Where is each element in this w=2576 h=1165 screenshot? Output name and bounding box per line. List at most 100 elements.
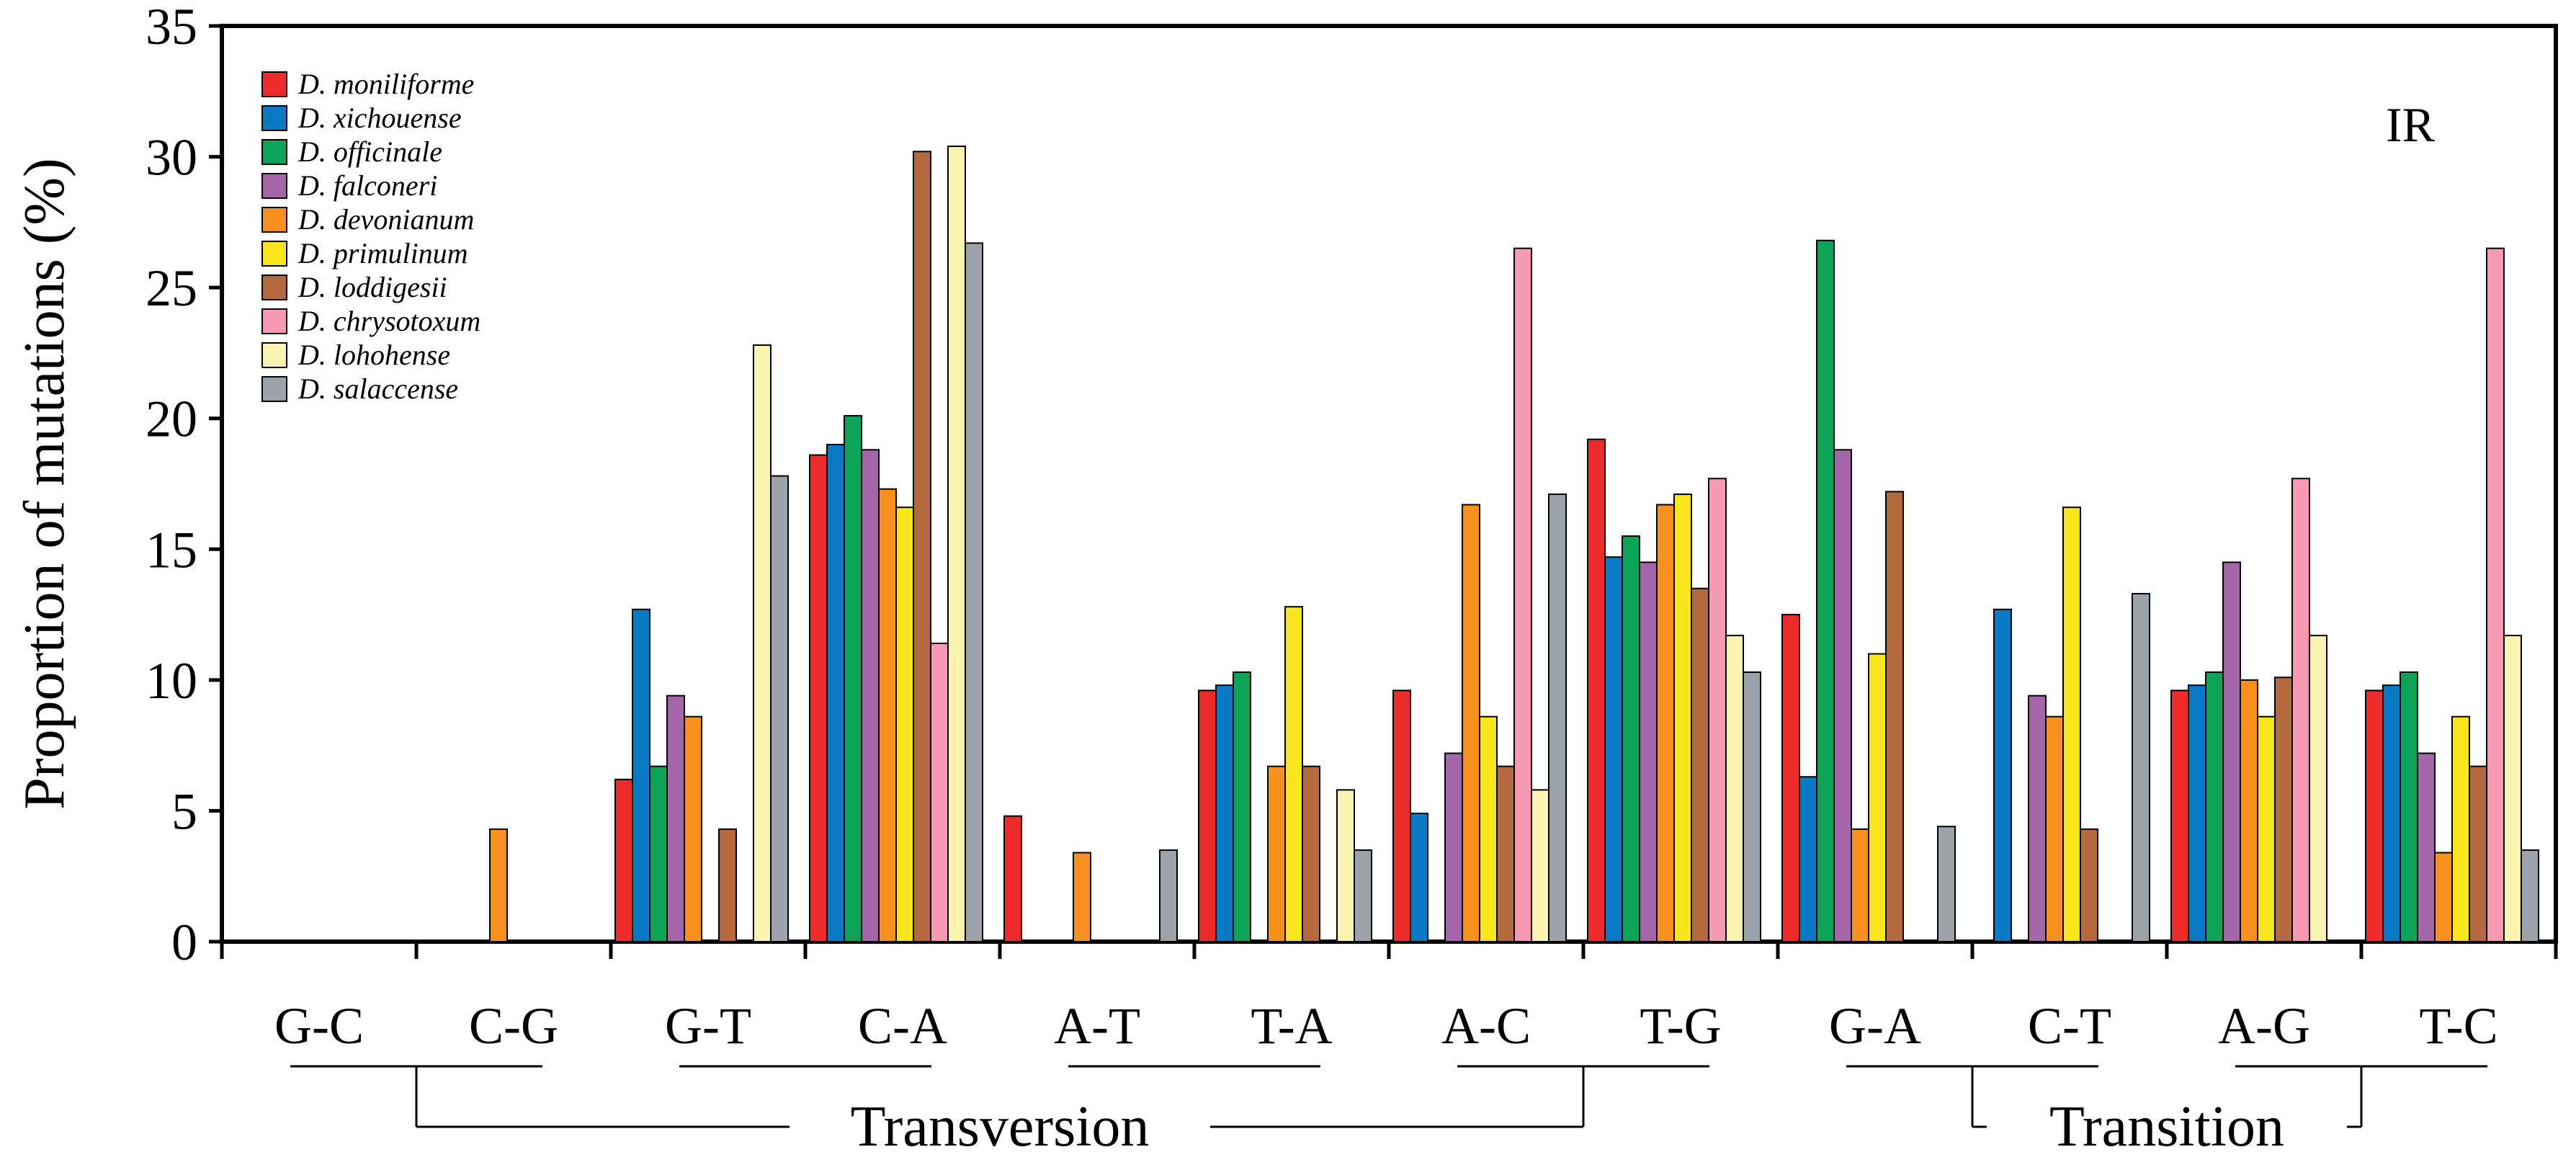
y-tick-label: 0	[171, 914, 197, 971]
y-tick-label: 30	[146, 129, 197, 187]
x-category-label: G-T	[665, 997, 751, 1055]
bar-a-c-d-loddigesii	[1496, 765, 1515, 943]
legend-label: D. primulinum	[298, 237, 468, 269]
legend-label: D. lohohense	[298, 339, 450, 371]
legend-swatch	[261, 71, 287, 97]
bar-g-a-d-primulinum	[1868, 653, 1887, 942]
bar-g-t-d-officinale	[649, 765, 668, 943]
bar-t-a-d-loddigesii	[1302, 765, 1320, 943]
legend-label: D. loddigesii	[298, 271, 447, 303]
series-d-loddigesii	[718, 151, 2487, 943]
y-tick-label: 35	[146, 0, 197, 55]
x-category-label: T-C	[2419, 997, 2497, 1055]
legend-label: D. chrysotoxum	[298, 305, 480, 337]
bar-c-a-d-xichouense	[826, 444, 845, 942]
y-tick-label: 15	[146, 521, 197, 579]
x-category-label: A-C	[1441, 997, 1531, 1055]
bar-g-t-d-devonianum	[684, 715, 702, 942]
legend-swatch	[261, 376, 287, 402]
bar-a-c-d-salaccense	[1548, 494, 1567, 942]
bar-t-g-d-xichouense	[1604, 556, 1623, 942]
bar-c-a-d-loddigesii	[913, 151, 931, 942]
panel-label: IR	[2386, 97, 2436, 152]
bar-g-a-d-devonianum	[1851, 828, 1869, 942]
x-category-label: G-A	[1829, 997, 1921, 1055]
legend-item-d-salaccense: D. salaccense	[261, 372, 458, 405]
group-bracket-transversion: Transversion	[415, 1066, 1585, 1159]
bar-t-c-d-falconeri	[2417, 752, 2436, 942]
bar-t-a-d-lohohense	[1336, 789, 1355, 943]
series-d-falconeri	[666, 449, 2436, 942]
bar-c-t-d-xichouense	[1993, 608, 2012, 943]
bar-t-g-d-loddigesii	[1691, 587, 1709, 942]
x-category-label: T-A	[1251, 997, 1332, 1055]
legend-label: D. salaccense	[298, 372, 458, 405]
bar-c-t-d-devonianum	[2045, 715, 2064, 942]
x-category-label: A-T	[1054, 997, 1140, 1055]
legend-swatch	[261, 342, 287, 368]
bar-a-t-d-salaccense	[1159, 849, 1178, 943]
bar-a-c-d-lohohense	[1531, 789, 1549, 943]
x-category-label: T-G	[1640, 997, 1721, 1055]
bar-c-t-d-primulinum	[2062, 506, 2081, 942]
bar-c-a-d-chrysotoxum	[930, 643, 949, 942]
bar-t-g-d-falconeri	[1639, 561, 1658, 942]
legend-label: D. falconeri	[298, 169, 437, 202]
bar-t-c-d-xichouense	[2382, 684, 2401, 942]
bar-t-c-d-devonianum	[2434, 852, 2453, 942]
bar-g-a-d-salaccense	[1937, 826, 1956, 943]
bar-a-g-d-falconeri	[2222, 561, 2241, 942]
bar-t-a-d-officinale	[1233, 671, 1251, 942]
y-tick-label: 5	[171, 782, 197, 840]
bar-a-c-d-moniliforme	[1392, 689, 1411, 943]
group-bracket-transition: Transition	[1971, 1066, 2363, 1159]
series-d-devonianum	[489, 488, 2453, 943]
bar-c-a-d-officinale	[844, 415, 862, 942]
legend-item-d-primulinum: D. primulinum	[261, 237, 468, 269]
bar-a-g-d-devonianum	[2240, 679, 2258, 942]
legend-item-d-officinale: D. officinale	[261, 135, 442, 168]
bar-c-g-d-devonianum	[489, 828, 508, 942]
legend-label: D. devonianum	[298, 203, 474, 236]
bar-c-a-d-lohohense	[947, 146, 966, 943]
y-axis-title: Proportion of mutations (%)	[13, 158, 76, 809]
bar-t-c-d-salaccense	[2521, 849, 2539, 943]
bar-a-g-d-lohohense	[2309, 635, 2327, 942]
bar-g-t-d-xichouense	[632, 608, 650, 943]
legend-item-d-falconeri: D. falconeri	[261, 169, 437, 202]
bar-t-g-d-moniliforme	[1587, 438, 1606, 942]
group-label: Transition	[2049, 1095, 2284, 1159]
bar-t-c-d-officinale	[2400, 671, 2418, 942]
bar-t-g-d-salaccense	[1743, 671, 1761, 942]
bar-a-g-d-xichouense	[2188, 684, 2206, 942]
x-category-label: C-G	[469, 997, 558, 1055]
legend-label: D. officinale	[298, 135, 442, 168]
legend-swatch	[261, 207, 287, 233]
legend-item-d-loddigesii: D. loddigesii	[261, 271, 447, 303]
chart-bars	[489, 146, 2539, 943]
bar-a-g-d-officinale	[2205, 671, 2224, 942]
x-axis-labels: G-C C-G G-T C-A A-T T-A A-C T-G G-A C-T A-G T-C Tran…	[274, 997, 2498, 1159]
bar-a-g-d-loddigesii	[2274, 677, 2293, 942]
legend-swatch	[261, 308, 287, 334]
bar-g-t-d-falconeri	[666, 695, 685, 942]
bar-g-a-d-loddigesii	[1885, 491, 1904, 942]
bar-t-g-d-primulinum	[1673, 494, 1692, 942]
bar-t-a-d-salaccense	[1354, 849, 1372, 943]
series-d-salaccense	[770, 242, 2539, 943]
bar-a-c-d-devonianum	[1462, 504, 1480, 942]
bar-t-c-d-loddigesii	[2469, 765, 2487, 943]
legend-item-d-moniliforme: D. moniliforme	[261, 68, 474, 100]
x-category-label: C-T	[2028, 997, 2111, 1055]
bar-c-a-d-primulinum	[895, 506, 914, 942]
x-category-label: A-G	[2218, 997, 2310, 1055]
bar-g-a-d-moniliforme	[1781, 614, 1800, 942]
legend-item-d-lohohense: D. lohohense	[261, 339, 450, 371]
legend-item-d-chrysotoxum: D. chrysotoxum	[261, 305, 480, 337]
bar-g-a-d-officinale	[1816, 239, 1835, 942]
bar-t-a-d-devonianum	[1267, 765, 1286, 943]
legend-item-d-devonianum: D. devonianum	[261, 203, 474, 236]
bar-t-a-d-xichouense	[1215, 684, 1234, 942]
bar-a-t-d-moniliforme	[1003, 815, 1022, 942]
bar-t-c-d-moniliforme	[2365, 689, 2384, 943]
